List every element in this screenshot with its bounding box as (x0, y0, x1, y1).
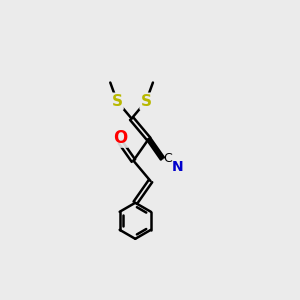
Text: C: C (164, 152, 172, 165)
Text: N: N (172, 160, 183, 174)
Text: S: S (141, 94, 152, 109)
Text: O: O (113, 129, 128, 147)
Text: S: S (112, 94, 123, 109)
